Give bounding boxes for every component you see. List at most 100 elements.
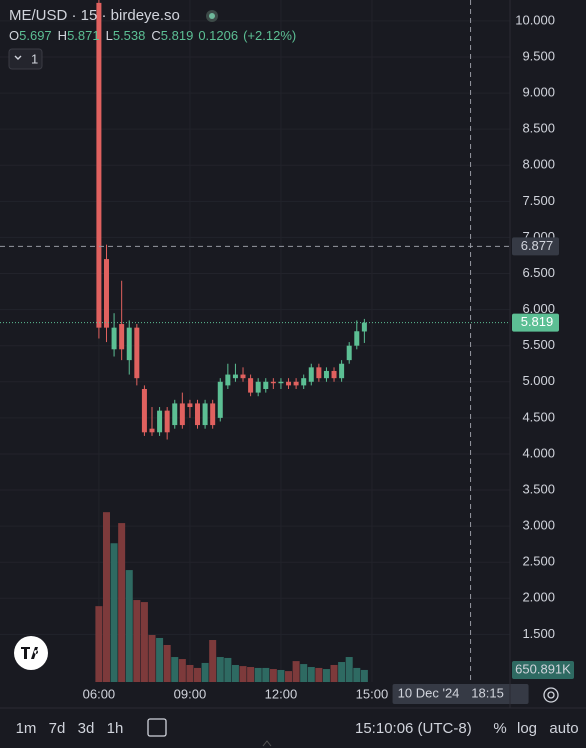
candle-body: [308, 367, 314, 382]
change-pct: (+2.12%): [243, 28, 296, 43]
axis-option[interactable]: auto: [549, 720, 578, 737]
range-button[interactable]: 7d: [49, 720, 66, 737]
y-tick-label: 8.000: [522, 157, 555, 172]
candle-body: [157, 410, 163, 433]
settings-icon[interactable]: [543, 687, 559, 703]
crosshair-date-label: 10 Dec '24: [398, 685, 460, 700]
chart-title: ME/USD · 15 · birdeye.so: [9, 7, 180, 24]
candle-body: [217, 381, 223, 418]
candle-body: [248, 378, 254, 393]
volume-bar: [216, 657, 224, 682]
volume-tag: [512, 660, 574, 679]
clock: 15:10:06 (UTC-8): [355, 720, 472, 737]
ohlc-key: O: [9, 28, 19, 43]
volume-bar: [277, 669, 285, 682]
ohlc-key: C: [151, 28, 160, 43]
y-tick-label: 6.500: [522, 265, 555, 280]
candle-body: [278, 381, 284, 384]
axis-option[interactable]: %: [493, 720, 506, 737]
ohlc-legend: O5.697 H5.871 L5.538 C5.819 0.1206 (+2.12%): [9, 28, 296, 43]
volume-bar: [140, 602, 148, 682]
y-tick-label: 5.000: [522, 373, 555, 388]
candle-body: [96, 2, 102, 328]
range-button[interactable]: 3d: [78, 720, 95, 737]
volume-bar: [338, 662, 346, 682]
legend-toggle[interactable]: [8, 48, 43, 70]
x-tick-label: 15:00: [356, 686, 389, 701]
y-tick-label: 2.500: [522, 554, 555, 569]
volume-bar: [262, 667, 270, 682]
candle-body: [339, 363, 345, 379]
ohlc-value: 5.697: [19, 28, 52, 43]
crosshair-price-tag: [512, 237, 559, 256]
logo[interactable]: [14, 636, 48, 670]
volume-bar: [194, 667, 202, 682]
volume-bar: [292, 661, 300, 682]
ohlc-key: H: [58, 28, 67, 43]
volume-bar: [178, 659, 186, 682]
range-button[interactable]: 1h: [107, 720, 124, 737]
candle-body: [164, 410, 170, 433]
axis-option[interactable]: log: [517, 720, 537, 737]
volume-bar: [163, 645, 171, 682]
candle-body: [225, 374, 231, 386]
volume-label: 650.891K: [515, 661, 571, 676]
y-tick-label: 3.000: [522, 518, 555, 533]
volume-bar: [133, 600, 141, 682]
volume-bar: [254, 667, 262, 682]
volume-bar: [156, 637, 164, 682]
candle-body: [301, 378, 307, 386]
expand-handle[interactable]: [262, 740, 272, 747]
candle-body: [286, 381, 292, 386]
volume-bar: [171, 657, 179, 682]
volume-bar: [307, 667, 315, 682]
y-tick-label: 4.000: [522, 445, 555, 460]
candle-body: [111, 327, 117, 350]
volume-bar: [247, 667, 255, 682]
candle-body: [232, 374, 238, 379]
last-price-label: 5.819: [521, 314, 554, 329]
x-tick-label: 09:00: [174, 686, 207, 701]
compare-icon[interactable]: [147, 718, 167, 737]
volume-bar: [95, 606, 103, 682]
volume-bar: [322, 669, 330, 682]
candle-body: [210, 403, 216, 426]
candle-body: [149, 428, 155, 433]
crosshair-time-label: 18:15: [471, 685, 504, 700]
candle-body: [202, 403, 208, 426]
volume-bar: [102, 512, 110, 682]
volume-bar: [118, 523, 126, 682]
volume-bar: [201, 662, 209, 682]
volume-bar: [148, 635, 156, 682]
y-tick-label: 9.000: [522, 85, 555, 100]
candle-body: [361, 322, 367, 332]
last-price-tag: [512, 313, 559, 332]
candle-body: [346, 345, 352, 361]
volume-bar: [345, 657, 353, 682]
candle-body: [293, 381, 299, 386]
volume-bar: [269, 669, 277, 682]
candle-body: [103, 259, 109, 328]
ohlc-value: 5.871: [67, 28, 100, 43]
candle-body: [255, 381, 261, 393]
x-tick-label: 06:00: [83, 686, 116, 701]
volume-bar: [224, 657, 232, 682]
y-tick-label: 5.500: [522, 337, 555, 352]
candle-body: [323, 370, 329, 379]
candle-body: [134, 327, 140, 379]
candle-body: [316, 367, 322, 379]
volume-bar: [360, 669, 368, 682]
volume-bar: [285, 671, 293, 682]
logo-mark: [21, 647, 39, 659]
y-tick-label: 4.500: [522, 409, 555, 424]
candle-body: [141, 388, 147, 433]
y-tick-label: 1.500: [522, 626, 555, 641]
legend-toggle-label[interactable]: 1: [31, 51, 38, 66]
status-dot-inner: [209, 13, 215, 19]
range-button[interactable]: 1m: [16, 720, 37, 737]
volume-bar: [209, 640, 217, 682]
volume-bar: [110, 543, 118, 682]
candle-body: [126, 327, 132, 361]
volume-bar: [315, 667, 323, 682]
